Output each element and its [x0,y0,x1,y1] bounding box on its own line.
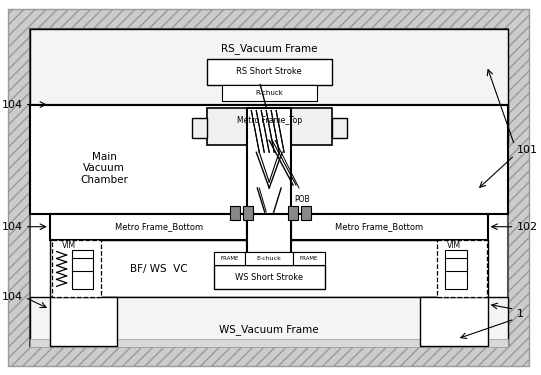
Text: 104: 104 [2,292,23,302]
Text: VIM: VIM [62,241,76,250]
Bar [51,240,101,297]
Bar [214,252,246,266]
Bar [243,206,253,220]
Text: FRAME: FRAME [220,256,239,261]
Text: 104: 104 [2,222,23,232]
Text: FRAME: FRAME [300,256,318,261]
Text: WS_Vacuum Frame: WS_Vacuum Frame [220,324,319,334]
Bar [246,252,293,266]
Bar [214,252,325,266]
Text: Metro Frame_Bottom: Metro Frame_Bottom [115,222,203,231]
Bar [214,266,325,290]
Bar [247,214,291,266]
Bar [221,85,317,100]
Bar [50,214,488,240]
Bar [207,59,332,85]
Bar [420,297,488,346]
Text: 102: 102 [517,222,538,232]
Text: POB: POB [294,195,309,204]
Bar [50,297,117,346]
Text: WS Short Stroke: WS Short Stroke [235,273,304,282]
Text: 104: 104 [2,99,23,109]
Text: Metro Frame_Bottom: Metro Frame_Bottom [335,222,424,231]
Text: RS Short Stroke: RS Short Stroke [236,67,302,76]
Bar [230,206,240,220]
Bar [332,118,347,138]
Bar [288,206,298,220]
Text: RS_Vacuum Frame: RS_Vacuum Frame [221,44,318,54]
Bar [30,297,507,346]
Bar [247,108,291,256]
Text: VIM: VIM [447,241,461,250]
Bar [437,240,487,297]
Bar [30,29,507,143]
Text: E-chuck: E-chuck [257,256,282,261]
Text: R-chuck: R-chuck [255,90,283,96]
Text: BF/ WS  VC: BF/ WS VC [130,264,188,274]
Bar [71,250,94,290]
Bar [301,206,311,220]
Bar [30,105,507,214]
Bar [50,240,488,297]
Bar [192,118,207,138]
Bar [30,29,507,346]
Text: 101: 101 [517,145,538,155]
Text: 1: 1 [517,309,524,319]
Bar [293,252,325,266]
Text: Metro Frame_Top: Metro Frame_Top [236,116,302,125]
Text: Main
Vacuum
Chamber: Main Vacuum Chamber [81,152,128,185]
Bar [445,250,467,290]
Bar [30,339,507,347]
Bar [207,108,332,145]
